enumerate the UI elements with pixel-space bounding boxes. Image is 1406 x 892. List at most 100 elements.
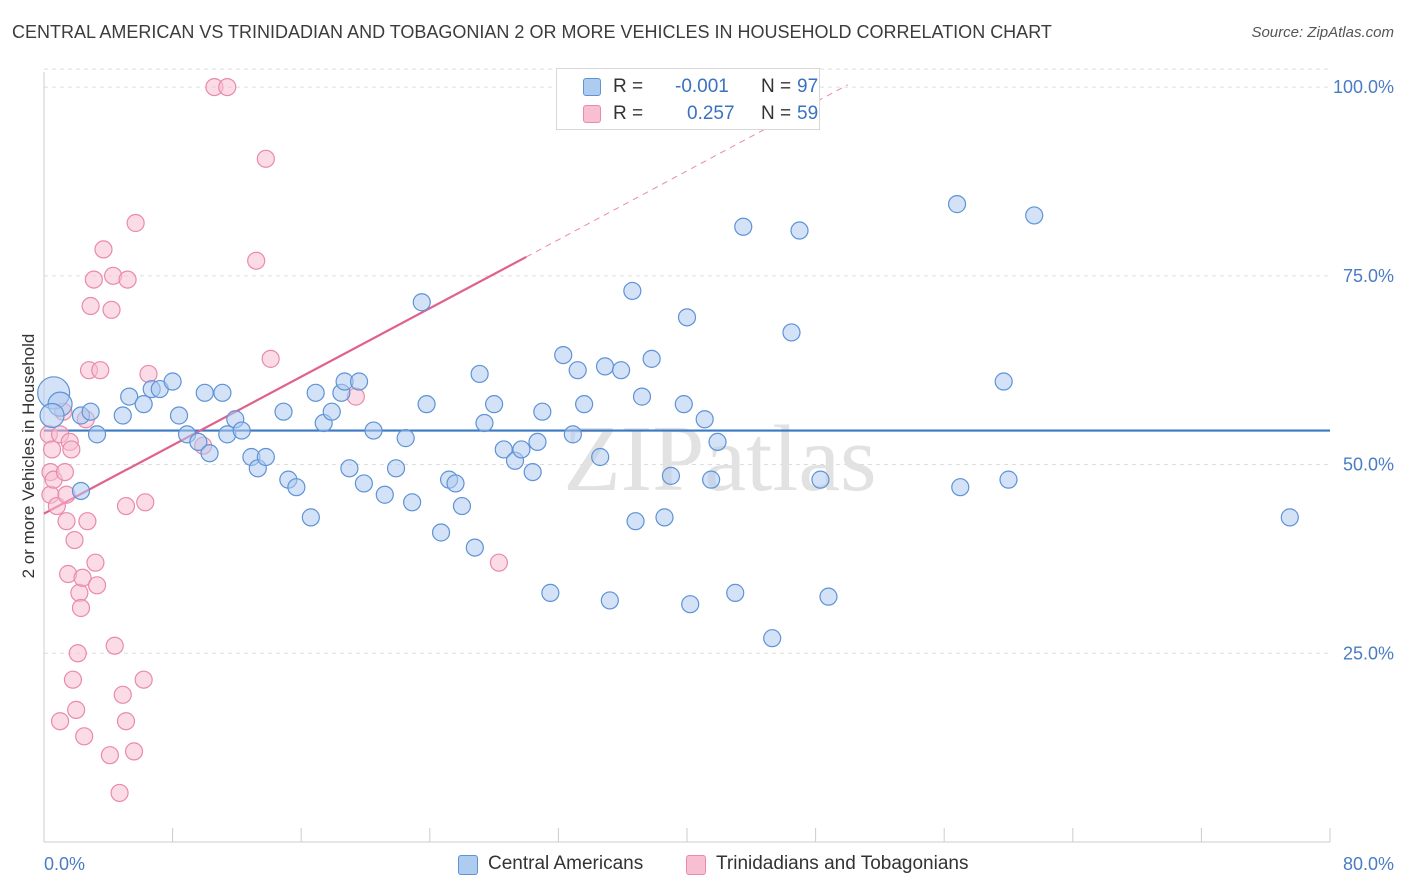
central-american-point-39	[386, 459, 406, 478]
trinidadian-point-7	[50, 712, 70, 731]
trinidadian-point-26	[81, 296, 100, 316]
trinidadian-point-42	[126, 213, 145, 233]
r-value: -0.001	[675, 76, 729, 97]
central-american-point-73	[674, 395, 693, 414]
trinidadian-point-48	[218, 77, 237, 97]
trinidadian-point-44	[136, 493, 155, 512]
trinidadian-point-31	[94, 240, 113, 259]
central-american-point-86	[947, 195, 967, 214]
central-american-point-71	[655, 508, 674, 527]
trinidadian-point-41	[124, 742, 144, 761]
trinidadian-point-40	[118, 270, 137, 289]
central-american-point-37	[364, 421, 383, 440]
central-american-point-31	[322, 402, 341, 421]
trinidadian-point-29	[87, 576, 107, 595]
central-american-point-85	[819, 587, 838, 606]
central-american-point-80	[734, 217, 753, 236]
grid-lines	[44, 68, 1330, 654]
trinidadian-point-22	[75, 727, 94, 746]
trinidadian-point-36	[110, 783, 129, 803]
central-american-point-2	[39, 402, 65, 429]
central-american-point-21	[232, 421, 251, 440]
stats-legend: R = -0.001 N = 97 R = 0.257 N = 59	[556, 68, 820, 130]
central-american-point-6	[81, 402, 100, 421]
central-american-point-69	[632, 387, 652, 406]
central-american-point-58	[541, 583, 560, 602]
watermark: ZIPatlas	[563, 407, 876, 511]
central-american-point-64	[595, 357, 615, 376]
central-american-point-87	[951, 478, 970, 497]
central-american-point-79	[726, 583, 745, 602]
central-american-point-16	[195, 383, 214, 402]
y-tick-label-0: 25.0%	[1343, 643, 1394, 663]
trinidadian-point-33	[102, 300, 121, 319]
trinidadian-point-9	[55, 462, 74, 482]
trinidadian-point-17	[67, 700, 86, 719]
trinidadian-point-45	[139, 364, 158, 384]
central-american-point-89	[999, 470, 1018, 489]
legend-swatch-blue	[583, 78, 601, 96]
central-american-point-81	[763, 629, 782, 648]
chart-title: CENTRAL AMERICAN VS TRINIDADIAN AND TOBA…	[12, 22, 1052, 42]
central-american-point-43	[417, 395, 436, 414]
central-american-point-50	[475, 413, 494, 433]
y-tick-label-1: 50.0%	[1343, 455, 1394, 475]
central-american-point-67	[623, 281, 642, 301]
trinidadian-point-38	[116, 712, 136, 731]
central-american-point-48	[465, 538, 484, 557]
trinidadian-point-35	[105, 636, 124, 655]
central-american-point-44	[431, 523, 451, 542]
series-legend: Central Americans Trinidadians and Tobag…	[0, 852, 1406, 878]
trend-extension-trinidadians	[526, 84, 848, 258]
n-label: N =	[761, 76, 792, 97]
trend-line-trinidadians	[43, 255, 527, 515]
central-american-point-18	[213, 383, 232, 402]
central-american-point-57	[533, 402, 552, 421]
n-value: 97	[797, 76, 819, 97]
central-american-point-52	[494, 440, 513, 459]
central-american-point-27	[287, 478, 306, 497]
trinidadian-point-21	[73, 568, 92, 587]
trinidadian-point-53	[489, 553, 509, 572]
trinidadian-point-15	[63, 670, 83, 689]
central-american-point-90	[1025, 206, 1044, 225]
central-american-point-66	[611, 361, 631, 380]
trinidadian-point-30	[91, 361, 110, 380]
x-tick-label-min: 0.0%	[44, 854, 85, 874]
central-american-point-63	[591, 447, 610, 467]
central-american-point-70	[642, 349, 661, 368]
central-american-point-46	[446, 474, 465, 493]
central-american-point-40	[396, 429, 415, 448]
central-american-point-62	[575, 395, 594, 414]
trinidadian-point-16	[65, 530, 84, 550]
central-american-point-83	[790, 221, 809, 240]
central-american-point-34	[340, 459, 359, 478]
central-american-point-84	[811, 470, 830, 489]
central-american-point-68	[626, 512, 645, 531]
trinidadian-point-11	[57, 512, 76, 531]
central-american-point-5	[71, 481, 91, 501]
trinidadian-point-24	[78, 512, 97, 531]
central-american-point-17	[200, 444, 219, 463]
central-american-point-12	[163, 372, 182, 391]
central-american-point-91	[1280, 508, 1299, 527]
central-american-point-25	[274, 402, 293, 421]
central-american-point-9	[134, 395, 153, 414]
central-american-point-8	[120, 387, 139, 406]
central-american-point-38	[375, 485, 394, 504]
central-american-point-51	[485, 395, 504, 414]
central-american-point-88	[994, 372, 1013, 391]
central-american-point-41	[403, 493, 422, 512]
central-american-point-42	[412, 293, 431, 312]
trinidadian-point-51	[261, 349, 280, 368]
central-american-point-15	[189, 432, 208, 452]
central-american-point-54	[512, 440, 531, 459]
trend-lines	[43, 84, 1330, 515]
central-american-point-82	[782, 323, 801, 342]
y-tick-label-3: 100.0%	[1333, 77, 1394, 97]
central-american-point-78	[708, 432, 727, 452]
central-american-point-56	[528, 432, 547, 452]
central-american-point-60	[563, 425, 582, 444]
n-label: N =	[761, 103, 792, 124]
